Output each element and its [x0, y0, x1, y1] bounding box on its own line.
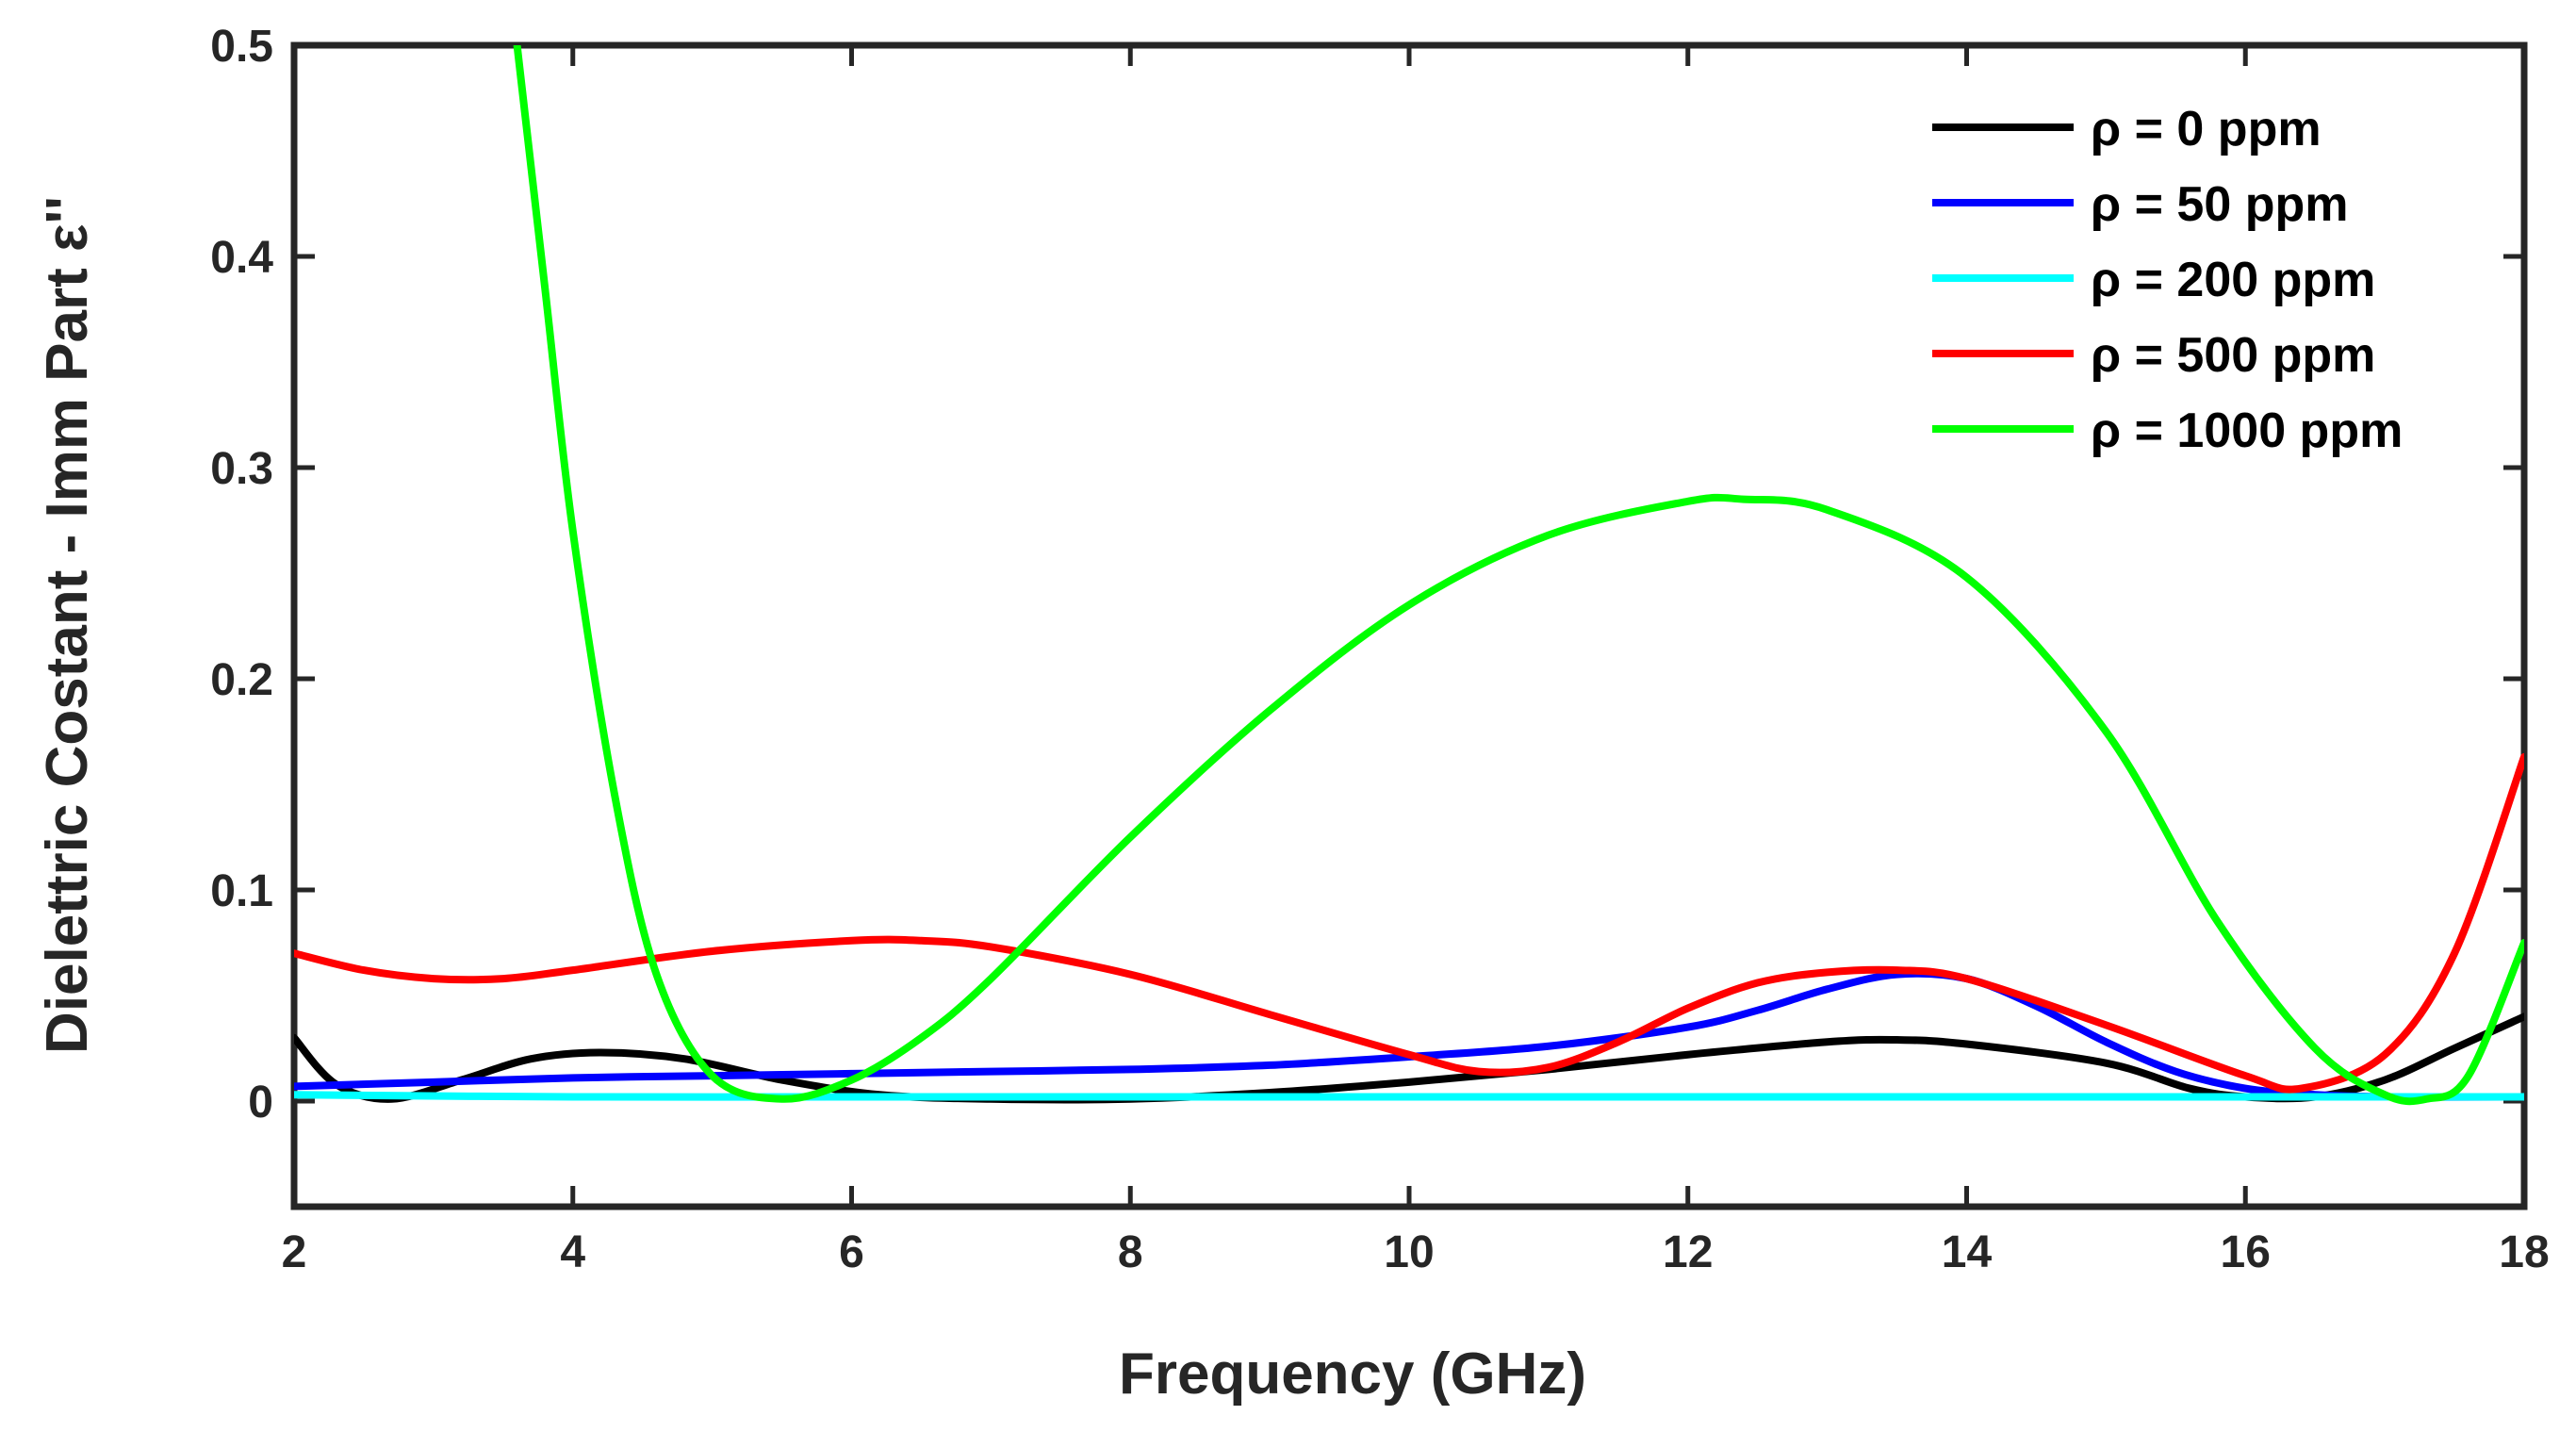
- x-tick-label: 10: [1384, 1227, 1434, 1277]
- plot-frame: [290, 41, 2528, 1210]
- legend-label-3: ρ = 500 ppm: [2091, 328, 2375, 383]
- tick-labels: 2 4 6 8 10 12 14 16 18 0 0.1 0.2 0.3 0.4 0.5: [210, 22, 2549, 1277]
- y-tick-label: 0: [248, 1078, 273, 1127]
- x-tick-label: 8: [1118, 1227, 1143, 1277]
- x-tick-label: 16: [2221, 1227, 2271, 1277]
- y-tick-label: 0.2: [210, 655, 273, 705]
- legend: ρ = 0 ppm ρ = 50 ppm ρ = 200 ppm ρ = 500 pp…: [1932, 102, 2403, 458]
- legend-label-1: ρ = 50 ppm: [2091, 177, 2348, 232]
- y-tick-label: 0.5: [210, 22, 273, 72]
- x-tick-label: 4: [560, 1227, 585, 1277]
- y-tick-label: 0.4: [210, 233, 273, 283]
- tick-marks: [291, 42, 2527, 1207]
- legend-label-4: ρ = 1000 ppm: [2091, 403, 2403, 458]
- x-tick-label: 14: [1942, 1227, 1993, 1277]
- y-tick-label: 0.3: [210, 444, 273, 494]
- series-line-4: [513, 45, 2524, 1106]
- x-tick-label: 12: [1663, 1227, 1713, 1277]
- legend-label-2: ρ = 200 ppm: [2091, 253, 2375, 307]
- x-tick-label: 6: [839, 1227, 864, 1277]
- series-line-2: [294, 1091, 2524, 1101]
- plot-area: [290, 41, 2528, 1210]
- legend-label-0: ρ = 0 ppm: [2091, 102, 2322, 156]
- x-tick-label: 18: [2499, 1227, 2549, 1277]
- y-axis-label: Dielettric Costant - Imm Part ε'': [35, 196, 100, 1054]
- series-lines: [294, 45, 2524, 1106]
- x-axis-label: Frequency (GHz): [1119, 1341, 1586, 1407]
- x-tick-label: 2: [282, 1227, 307, 1277]
- y-tick-label: 0.1: [210, 866, 273, 916]
